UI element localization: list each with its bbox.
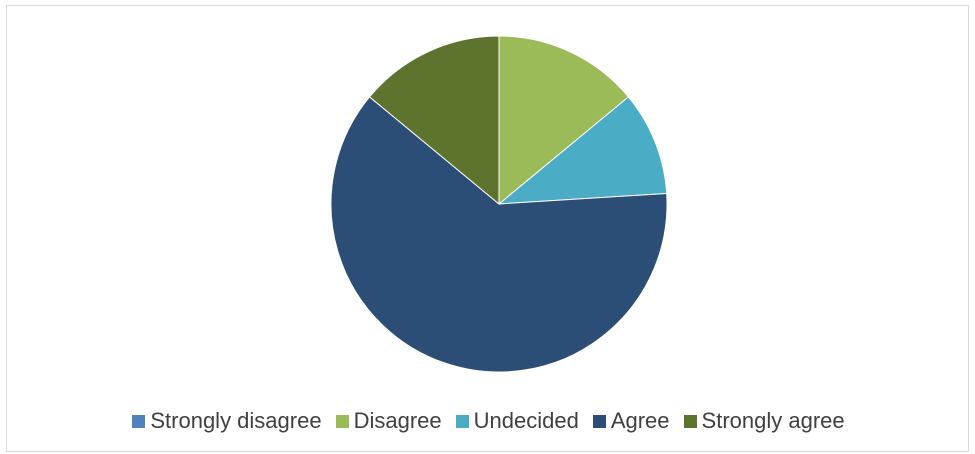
pie-slices	[330, 35, 668, 373]
pie-slice-undecided	[497, 96, 668, 205]
legend-label-disagree: Disagree	[353, 408, 442, 433]
legend-swatch-agree	[592, 414, 606, 428]
legend-swatch-undecided	[455, 414, 469, 428]
legend-label-undecided: Undecided	[473, 408, 579, 433]
pie-slice-disagree	[498, 35, 630, 206]
legend-label-strongly-disagree: Strongly disagree	[150, 408, 322, 433]
pie-slice-agree	[330, 96, 668, 373]
legend-item-undecided: Undecided	[455, 408, 579, 434]
pie-chart	[330, 35, 668, 373]
legend-item-disagree: Disagree	[335, 408, 442, 434]
legend-swatch-strongly-agree	[683, 414, 697, 428]
legend-swatch-strongly-disagree	[132, 414, 146, 428]
chart-legend: Strongly disagree Disagree Undecided Agr…	[7, 408, 970, 434]
legend-swatch-disagree	[335, 414, 349, 428]
legend-item-strongly-disagree: Strongly disagree	[132, 408, 322, 434]
legend-label-agree: Agree	[610, 408, 670, 433]
legend-item-agree: Agree	[592, 408, 670, 434]
pie-slice-strongly-agree	[368, 35, 500, 206]
chart-area: Strongly disagree Disagree Undecided Agr…	[6, 5, 969, 452]
legend-label-strongly-agree: Strongly agree	[701, 408, 845, 433]
legend-item-strongly-agree: Strongly agree	[683, 408, 845, 434]
